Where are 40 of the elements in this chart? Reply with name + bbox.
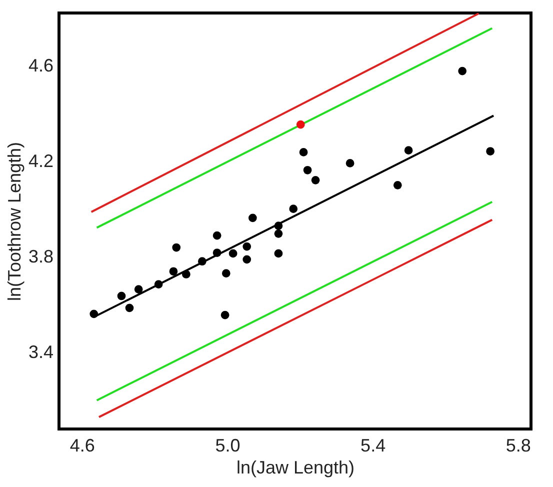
- point: [90, 310, 98, 318]
- y-tick-label: 3.4: [28, 342, 54, 362]
- y-tick-label: 3.8: [28, 246, 54, 267]
- point: [303, 166, 312, 174]
- point: [134, 285, 143, 294]
- point: [346, 159, 354, 168]
- point: [169, 267, 178, 276]
- point: [248, 214, 257, 222]
- point: [311, 176, 320, 184]
- point: [486, 147, 494, 156]
- point: [154, 280, 163, 288]
- point: [296, 120, 305, 129]
- x-tick-label: 5.4: [360, 436, 386, 456]
- x-axis-title: ln(Jaw Length): [236, 458, 355, 478]
- point: [458, 66, 467, 76]
- point: [212, 248, 222, 257]
- point: [125, 304, 134, 312]
- point: [393, 181, 402, 190]
- point: [222, 269, 230, 278]
- point: [274, 249, 283, 258]
- point: [299, 148, 308, 156]
- point: [242, 255, 252, 264]
- point: [117, 292, 126, 300]
- y-tick-label: 4.6: [28, 56, 54, 76]
- point: [172, 243, 181, 252]
- y-axis-title: ln(Toothrow Length): [4, 142, 24, 302]
- x-tick-label: 5.0: [215, 436, 240, 456]
- point: [274, 229, 283, 238]
- y-tick-label: 4.2: [28, 151, 54, 172]
- point: [212, 231, 222, 240]
- point: [242, 242, 252, 251]
- x-tick-label: 4.6: [70, 436, 95, 456]
- x-tick-label: 5.8: [506, 436, 531, 456]
- point: [289, 204, 298, 213]
- point: [182, 270, 190, 278]
- point: [228, 249, 238, 258]
- point: [404, 146, 413, 154]
- point: [274, 222, 283, 230]
- point: [220, 310, 230, 320]
- point: [198, 257, 206, 266]
